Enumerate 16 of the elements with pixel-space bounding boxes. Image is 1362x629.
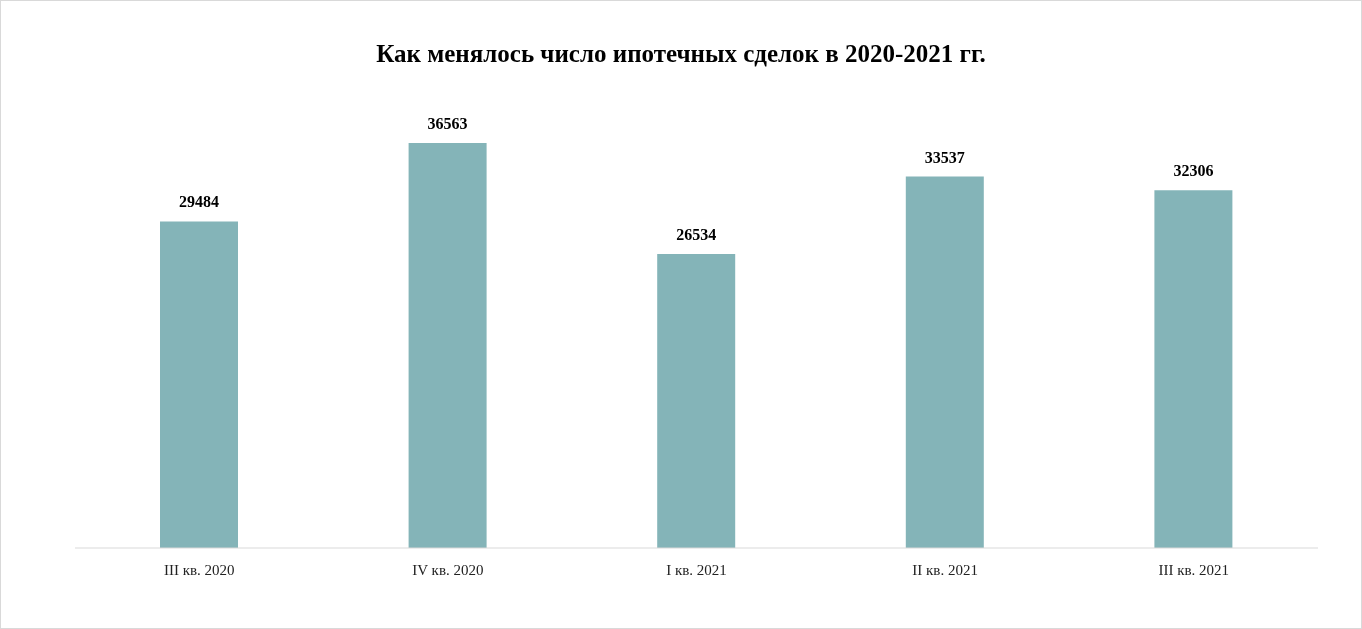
x-tick-label: III кв. 2020 bbox=[164, 561, 235, 578]
bar bbox=[160, 221, 238, 548]
x-tick-label: III кв. 2021 bbox=[1158, 561, 1229, 578]
bar bbox=[1154, 190, 1233, 548]
x-tick-label: II кв. 2021 bbox=[912, 561, 978, 578]
x-tick-label: I кв. 2021 bbox=[666, 561, 727, 578]
bar bbox=[408, 143, 487, 548]
x-tick-label: IV кв. 2020 bbox=[412, 561, 484, 578]
data-label: 36563 bbox=[427, 115, 468, 132]
data-label: 26534 bbox=[676, 226, 717, 244]
data-label: 32306 bbox=[1173, 162, 1214, 180]
chart-title: Как менялось число ипотечных сделок в 2020-2021 гг. bbox=[375, 40, 987, 68]
bar bbox=[905, 176, 984, 548]
data-label: 29484 bbox=[179, 193, 219, 211]
bar bbox=[657, 254, 736, 548]
data-label: 33537 bbox=[924, 148, 965, 166]
